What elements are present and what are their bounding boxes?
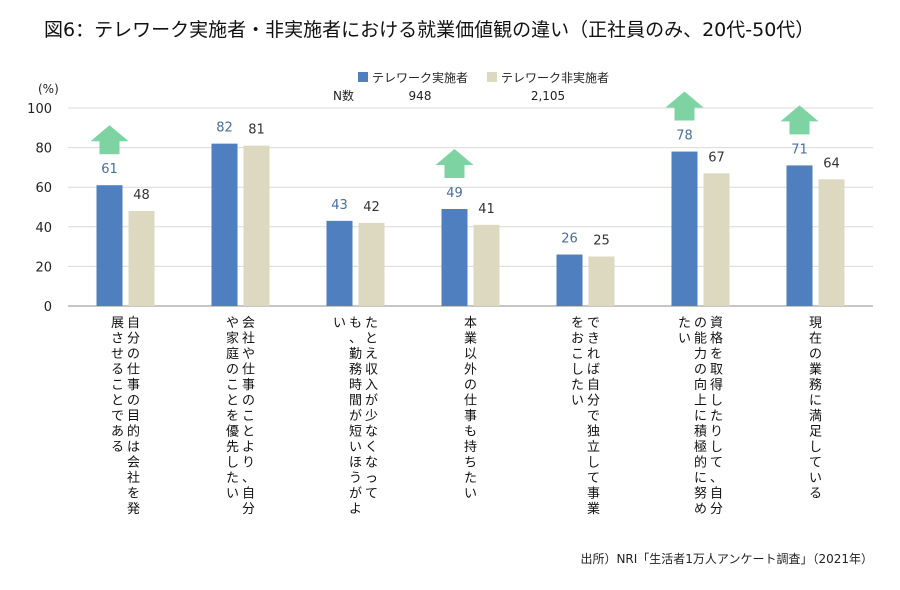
bar-value-label: 25 [593,234,610,249]
bars: 61 48 82 81 43 42 49 41 26 25 78 67 71 64 [90,91,845,306]
n-label: N数 [333,88,354,103]
legend-swatch [358,72,368,82]
bar-telework [671,151,698,306]
bar-value-label: 43 [331,198,348,213]
y-tick-label: 100 [27,102,52,117]
bar-non-telework [703,173,730,306]
category-label: たい [678,316,691,347]
up-arrow-icon [90,125,129,155]
category-label: できれば自分で独立して事業 [587,316,600,517]
bar-value-label: 78 [676,129,693,144]
y-axis: 0 20 40 60 80 100 (%) [27,82,59,315]
category-label: も、勤務時間が短いほうがよ [349,316,362,517]
bar-value-label: 41 [478,202,495,217]
bar-non-telework [588,256,615,306]
y-tick-label: 80 [35,142,52,157]
y-tick-label: 40 [35,221,52,236]
bar-non-telework [818,179,845,306]
n-value: 2,105 [531,89,565,103]
chart-title: 図6：テレワーク実施者・非実施者における就業価値観の違い（正社員のみ、20代-5… [44,19,814,41]
bar-non-telework [473,224,500,306]
up-arrow-icon [780,105,819,135]
bar-telework [556,254,583,306]
category-label: い [333,316,346,331]
bar-non-telework [358,222,385,306]
y-tick-label: 20 [35,260,52,275]
bar-telework [96,185,123,306]
category-label: や家庭のことを優先したい [226,316,239,502]
category-label: 現在の業務に満足している [809,316,822,502]
y-tick-label: 60 [35,181,52,196]
gridlines [68,107,873,307]
bar-value-label: 82 [216,121,233,136]
bar-value-label: 42 [363,200,380,215]
bar-value-label: 71 [791,142,808,157]
category-label: 自分の仕事の目的は会社を発 [127,316,140,517]
bar-telework [786,165,813,306]
category-label: 会社や仕事のことより、自分 [242,316,255,517]
up-arrow-icon [665,91,704,121]
category-label: 本業以外の仕事も持ちたい [464,316,477,502]
category-label: 展させることである [111,316,124,455]
bar-value-label: 64 [823,156,840,171]
bar-telework [211,143,238,306]
bar-non-telework [128,210,155,306]
y-unit-label: (%) [38,82,59,96]
category-label: をおこしたい [571,316,584,409]
bar-value-label: 49 [446,186,463,201]
legend: テレワーク実施者 テレワーク非実施者 N数 948 2,105 [333,70,609,103]
source-note: 出所）NRI「生活者1万人アンケート調査」（2021年） [580,552,873,566]
category-label: 資格を取得したりして、自分 [710,316,723,517]
bar-value-label: 26 [561,232,578,247]
bar-value-label: 48 [133,188,150,203]
category-label: の能力の向上に積極的に努め [694,316,707,517]
legend-swatch [487,72,497,82]
bar-value-label: 61 [101,162,118,177]
legend-label: テレワーク実施者 [372,70,468,85]
bar-non-telework [243,145,270,306]
bar-telework [326,220,353,306]
y-tick-label: 0 [44,300,52,315]
n-value: 948 [409,89,432,103]
legend-label: テレワーク非実施者 [501,70,609,85]
bar-telework [441,208,468,306]
up-arrow-icon [435,148,474,178]
bar-value-label: 67 [708,150,725,165]
bar-value-label: 81 [248,123,265,138]
category-label: たとえ収入が少なくなって [365,316,378,502]
